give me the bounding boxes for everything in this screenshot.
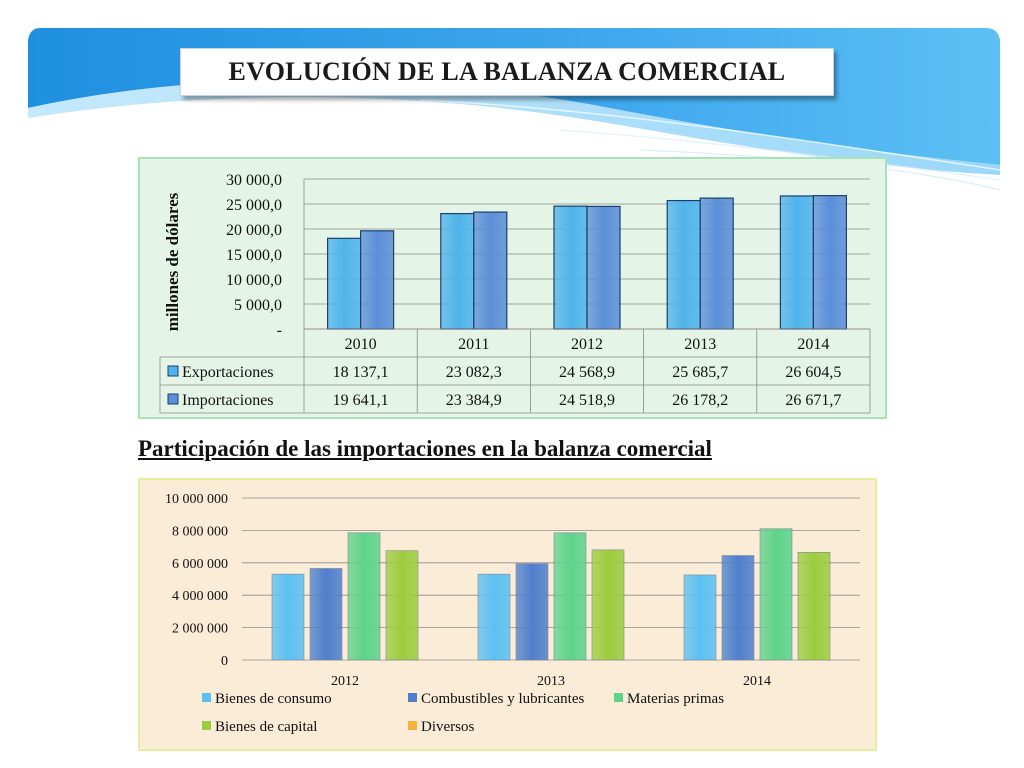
y-tick-label: 5 000,0 <box>234 297 282 314</box>
imports-chart-panel: 0 2 000 000 4 000 000 6 000 000 8 000 000 10 … <box>138 478 877 751</box>
data-label: 19 641,1 <box>333 392 389 409</box>
legend-swatch <box>167 365 179 377</box>
data-label: 25 685,7 <box>672 364 728 381</box>
data-label: 18 137,1 <box>333 364 389 381</box>
y-tick-label: 2 000 000 <box>172 622 228 637</box>
bar-2-3 <box>797 551 831 661</box>
x-tick-label: 2010 <box>345 336 377 353</box>
legend-label: Bienes de consumo <box>215 691 332 707</box>
y-tick-label: 4 000 000 <box>172 589 228 604</box>
y-tick-label: 20 000,0 <box>226 222 282 239</box>
bar-exportaciones-2014 <box>779 195 815 330</box>
legend-swatch <box>202 721 211 730</box>
slide-title-box: EVOLUCIÓN DE LA BALANZA COMERCIAL <box>180 48 834 96</box>
bar-1-2 <box>553 532 587 661</box>
imports-chart: 0 2 000 000 4 000 000 6 000 000 8 000 000 10 … <box>165 492 860 735</box>
bar-importaciones-2012 <box>586 205 621 330</box>
bar-importaciones-2014 <box>812 195 848 330</box>
y-tick-label: 6 000 000 <box>172 557 228 572</box>
legend-swatch <box>202 693 211 702</box>
legend-swatch <box>408 721 417 730</box>
legend-label: Exportaciones <box>182 364 274 381</box>
data-label: 26 178,2 <box>672 392 728 409</box>
bar-2-1 <box>721 555 755 661</box>
legend-swatch <box>167 393 179 405</box>
data-label: 26 671,7 <box>785 392 841 409</box>
legend-swatch <box>408 693 417 702</box>
bar-2-0 <box>683 574 717 661</box>
y-tick-label: 8 000 000 <box>172 524 228 539</box>
legend-label: Materias primas <box>627 691 724 707</box>
y-tick-label: 30 000,0 <box>226 172 282 189</box>
bar-1-0 <box>477 573 511 661</box>
bar-exportaciones-2012 <box>553 205 588 330</box>
y-tick-label: - <box>277 322 282 339</box>
y-tick-label: 25 000,0 <box>226 197 282 214</box>
bar-importaciones-2010 <box>360 230 395 330</box>
bar-0-0 <box>271 573 305 661</box>
bar-importaciones-2013 <box>699 197 734 330</box>
data-label: 26 604,5 <box>785 364 841 381</box>
bar-0-3 <box>385 550 419 661</box>
x-tick-label: 2014 <box>797 336 829 353</box>
y-tick-label: 0 <box>221 654 228 669</box>
x-tick-label: 2013 <box>684 336 716 353</box>
y-axis-label: millones de dólares <box>163 192 182 331</box>
y-tick-label: 10 000,0 <box>226 272 282 289</box>
trade-balance-chart-panel: - 5 000,0 10 000,0 15 000,0 20 000,0 25 000,0… <box>138 157 887 419</box>
bar-exportaciones-2011 <box>440 212 475 330</box>
bar-1-3 <box>591 549 625 661</box>
data-label: 23 384,9 <box>446 392 502 409</box>
bar-exportaciones-2010 <box>327 237 362 330</box>
y-tick-label: 15 000,0 <box>226 247 282 264</box>
data-label: 23 082,3 <box>446 364 502 381</box>
legend-swatch <box>614 693 623 702</box>
imports-subtitle: Participación de las importaciones en la… <box>138 436 712 461</box>
x-tick-label: 2012 <box>571 336 603 353</box>
x-tick-label: 2012 <box>331 674 359 689</box>
x-tick-label: 2011 <box>458 336 489 353</box>
slide-title: EVOLUCIÓN DE LA BALANZA COMERCIAL <box>228 57 786 86</box>
bar-0-1 <box>309 568 343 661</box>
data-label: 24 568,9 <box>559 364 615 381</box>
legend-label: Bienes de capital <box>215 719 317 735</box>
legend-label: Diversos <box>421 719 474 735</box>
x-tick-label: 2013 <box>537 674 565 689</box>
x-tick-label: 2014 <box>743 674 771 689</box>
legend-label: Importaciones <box>182 392 274 409</box>
y-tick-label: 10 000 000 <box>165 492 228 507</box>
bar-2-2 <box>759 528 793 661</box>
legend-label: Combustibles y lubricantes <box>421 691 584 707</box>
trade-balance-chart: - 5 000,0 10 000,0 15 000,0 20 000,0 25 000,0… <box>159 172 871 414</box>
bar-0-2 <box>347 532 381 661</box>
bar-importaciones-2011 <box>473 211 508 330</box>
bar-exportaciones-2013 <box>666 199 701 330</box>
bar-1-1 <box>515 563 549 661</box>
data-label: 24 518,9 <box>559 392 615 409</box>
